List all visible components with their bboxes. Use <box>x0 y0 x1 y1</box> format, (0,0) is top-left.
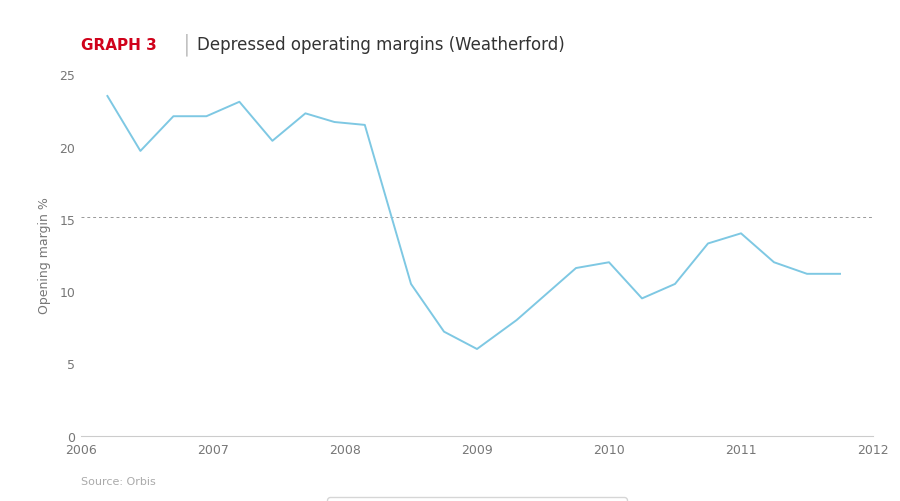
Legend: Margin %, 15-year average %: Margin %, 15-year average % <box>328 497 626 501</box>
Y-axis label: Opening margin %: Opening margin % <box>38 197 51 314</box>
Text: GRAPH 3: GRAPH 3 <box>81 38 162 53</box>
Text: Source: Orbis: Source: Orbis <box>81 476 156 486</box>
Text: │: │ <box>180 34 193 56</box>
Text: Depressed operating margins (Weatherford): Depressed operating margins (Weatherford… <box>197 36 565 54</box>
